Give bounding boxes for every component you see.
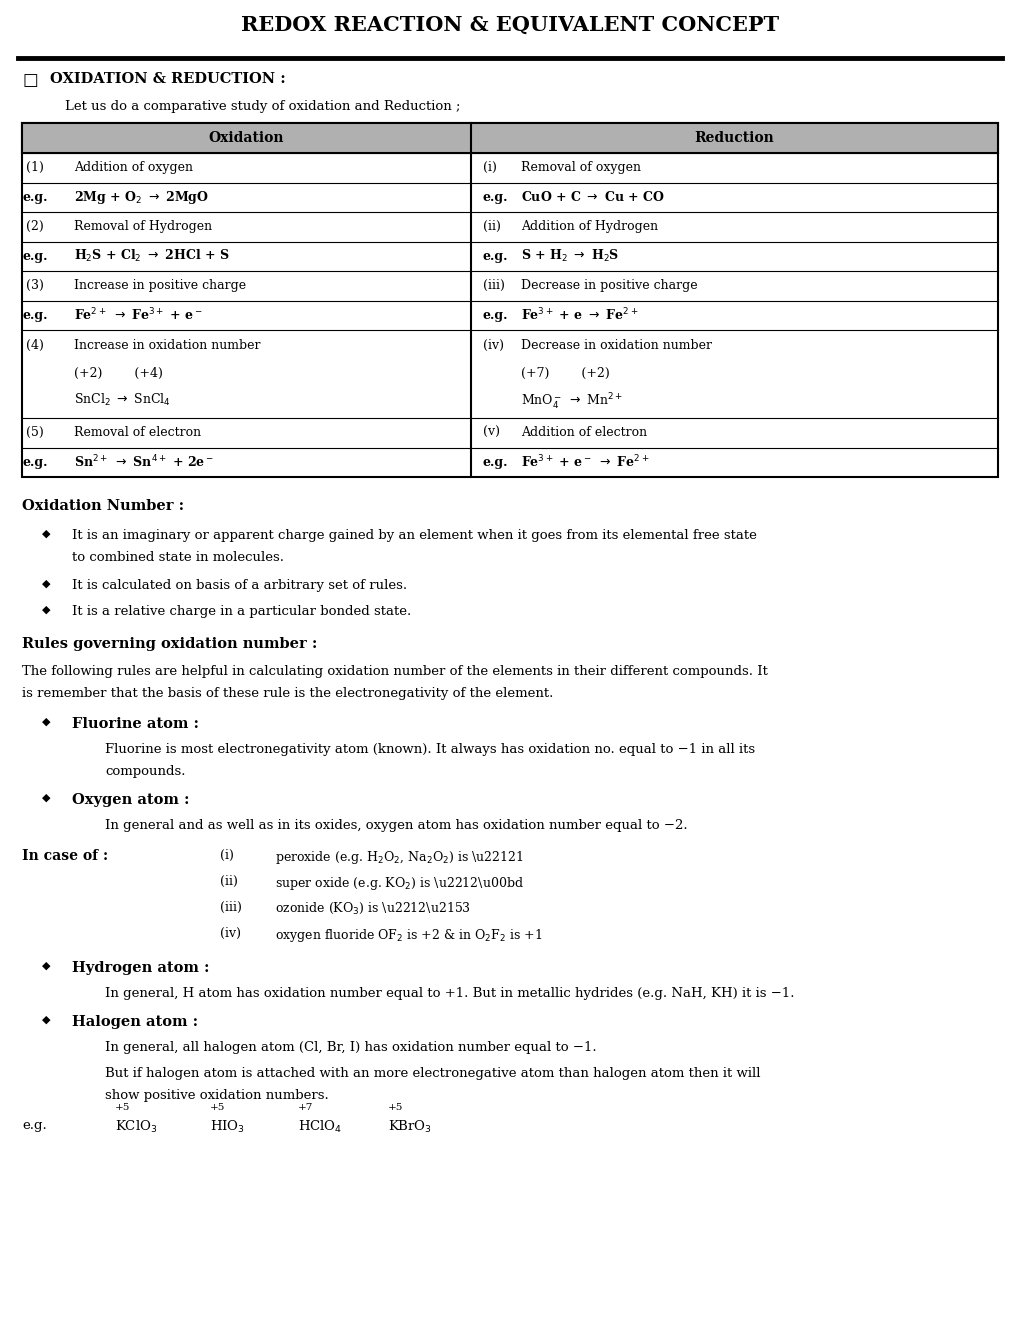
Text: Addition of oxygen: Addition of oxygen — [74, 161, 193, 174]
Text: Addition of Hydrogen: Addition of Hydrogen — [521, 220, 657, 234]
Text: Oxidation Number :: Oxidation Number : — [22, 499, 184, 513]
Text: super oxide (e.g. KO$_2$) is \u2212\u00bd: super oxide (e.g. KO$_2$) is \u2212\u00b… — [275, 875, 523, 892]
Text: In general, all halogen atom (Cl, Br, I) has oxidation number equal to −1.: In general, all halogen atom (Cl, Br, I)… — [105, 1041, 596, 1053]
Text: is remember that the basis of these rule is the electronegativity of the element: is remember that the basis of these rule… — [22, 686, 553, 700]
Text: (iv): (iv) — [482, 339, 503, 352]
Text: Fluorine is most electronegativity atom (known). It always has oxidation no. equ: Fluorine is most electronegativity atom … — [105, 743, 754, 756]
Text: e.g.: e.g. — [22, 1119, 47, 1133]
Text: Oxidation: Oxidation — [209, 131, 284, 145]
Text: Oxygen atom :: Oxygen atom : — [72, 793, 190, 807]
Text: e.g.: e.g. — [22, 249, 48, 263]
Text: (5): (5) — [26, 426, 44, 440]
Text: REDOX REACTION & EQUIVALENT CONCEPT: REDOX REACTION & EQUIVALENT CONCEPT — [240, 15, 779, 36]
Text: Fluorine atom :: Fluorine atom : — [72, 717, 199, 731]
Text: □: □ — [22, 73, 38, 88]
Text: e.g.: e.g. — [22, 309, 48, 322]
Text: (iii): (iii) — [482, 280, 504, 292]
Text: e.g.: e.g. — [482, 309, 507, 322]
Text: Increase in positive charge: Increase in positive charge — [74, 280, 246, 292]
Text: e.g.: e.g. — [482, 191, 507, 203]
Text: Reduction: Reduction — [694, 131, 773, 145]
Text: (ii): (ii) — [482, 220, 500, 234]
Text: The following rules are helpful in calculating oxidation number of the elements : The following rules are helpful in calcu… — [22, 665, 767, 678]
Text: ◆: ◆ — [42, 1015, 51, 1026]
Text: ozonide (KO$_3$) is \u2212\u2153: ozonide (KO$_3$) is \u2212\u2153 — [275, 902, 471, 916]
Text: Removal of Hydrogen: Removal of Hydrogen — [74, 220, 212, 234]
Text: e.g.: e.g. — [22, 455, 48, 469]
Text: (v): (v) — [482, 426, 499, 440]
Text: In general, H atom has oxidation number equal to +1. But in metallic hydrides (e: In general, H atom has oxidation number … — [105, 987, 794, 1001]
Text: +5: +5 — [115, 1104, 130, 1111]
Text: (iv): (iv) — [220, 927, 240, 940]
Text: Fe$^{3+}$ + e$^-$ $\rightarrow$ Fe$^{2+}$: Fe$^{3+}$ + e$^-$ $\rightarrow$ Fe$^{2+}… — [521, 454, 649, 470]
Text: show positive oxidation numbers.: show positive oxidation numbers. — [105, 1089, 328, 1102]
Text: Halogen atom :: Halogen atom : — [72, 1015, 198, 1030]
Text: to combined state in molecules.: to combined state in molecules. — [72, 550, 283, 564]
Text: e.g.: e.g. — [482, 249, 507, 263]
Text: Increase in oxidation number: Increase in oxidation number — [74, 339, 260, 352]
Text: Fe$^{3+}$ + e $\rightarrow$ Fe$^{2+}$: Fe$^{3+}$ + e $\rightarrow$ Fe$^{2+}$ — [521, 308, 638, 323]
Text: ◆: ◆ — [42, 605, 51, 615]
Text: +5: +5 — [210, 1104, 225, 1111]
Text: KClO$_3$: KClO$_3$ — [115, 1119, 157, 1135]
Text: (2): (2) — [26, 220, 44, 234]
Text: 2Mg + O$_2$ $\rightarrow$ 2MgO: 2Mg + O$_2$ $\rightarrow$ 2MgO — [74, 189, 209, 206]
Text: (iii): (iii) — [220, 902, 242, 913]
Text: It is an imaginary or apparent charge gained by an element when it goes from its: It is an imaginary or apparent charge ga… — [72, 529, 756, 543]
Text: Rules governing oxidation number :: Rules governing oxidation number : — [22, 638, 317, 651]
Text: Removal of electron: Removal of electron — [74, 426, 201, 440]
Text: (+2)        (+4): (+2) (+4) — [74, 367, 163, 380]
Text: peroxide (e.g. H$_2$O$_2$, Na$_2$O$_2$) is \u22121: peroxide (e.g. H$_2$O$_2$, Na$_2$O$_2$) … — [275, 849, 524, 866]
Text: Let us do a comparative study of oxidation and Reduction ;: Let us do a comparative study of oxidati… — [65, 100, 460, 114]
Text: KBrO$_3$: KBrO$_3$ — [387, 1119, 432, 1135]
Text: H$_2$S + Cl$_2$ $\rightarrow$ 2HCl + S: H$_2$S + Cl$_2$ $\rightarrow$ 2HCl + S — [74, 248, 229, 264]
Text: Sn$^{2+}$ $\rightarrow$ Sn$^{4+}$ + 2e$^-$: Sn$^{2+}$ $\rightarrow$ Sn$^{4+}$ + 2e$^… — [74, 454, 214, 470]
Text: +5: +5 — [387, 1104, 403, 1111]
Text: HClO$_4$: HClO$_4$ — [298, 1119, 342, 1135]
Text: Hydrogen atom :: Hydrogen atom : — [72, 961, 209, 975]
Text: (i): (i) — [482, 161, 496, 174]
Text: ◆: ◆ — [42, 529, 51, 539]
Text: ◆: ◆ — [42, 579, 51, 589]
Text: e.g.: e.g. — [22, 191, 48, 203]
Text: It is calculated on basis of a arbitrary set of rules.: It is calculated on basis of a arbitrary… — [72, 579, 407, 591]
Text: Fe$^{2+}$ $\rightarrow$ Fe$^{3+}$ + e$^-$: Fe$^{2+}$ $\rightarrow$ Fe$^{3+}$ + e$^-… — [74, 308, 203, 323]
Text: (4): (4) — [26, 339, 44, 352]
Text: (i): (i) — [220, 849, 233, 862]
Text: MnO$_4^-$ $\rightarrow$ Mn$^{2+}$: MnO$_4^-$ $\rightarrow$ Mn$^{2+}$ — [521, 392, 623, 412]
Text: SnCl$_2$ $\rightarrow$ SnCl$_4$: SnCl$_2$ $\rightarrow$ SnCl$_4$ — [74, 392, 170, 408]
Text: +7: +7 — [298, 1104, 313, 1111]
Text: ◆: ◆ — [42, 961, 51, 972]
Text: Decrease in positive charge: Decrease in positive charge — [521, 280, 697, 292]
Bar — [22, 123, 997, 477]
Text: (3): (3) — [26, 280, 44, 292]
Text: HIO$_3$: HIO$_3$ — [210, 1119, 245, 1135]
Text: Decrease in oxidation number: Decrease in oxidation number — [521, 339, 711, 352]
Text: e.g.: e.g. — [482, 455, 507, 469]
Text: (1): (1) — [26, 161, 44, 174]
Text: Addition of electron: Addition of electron — [521, 426, 646, 440]
Text: ◆: ◆ — [42, 793, 51, 803]
Text: ◆: ◆ — [42, 717, 51, 727]
Text: It is a relative charge in a particular bonded state.: It is a relative charge in a particular … — [72, 605, 411, 618]
Text: In general and as well as in its oxides, oxygen atom has oxidation number equal : In general and as well as in its oxides,… — [105, 818, 687, 832]
Text: CuO + C $\rightarrow$ Cu + CO: CuO + C $\rightarrow$ Cu + CO — [521, 190, 664, 205]
Text: S + H$_2$ $\rightarrow$ H$_2$S: S + H$_2$ $\rightarrow$ H$_2$S — [521, 248, 619, 264]
Text: (ii): (ii) — [220, 875, 237, 888]
Text: oxygen fluoride OF$_2$ is +2 & in O$_2$F$_2$ is +1: oxygen fluoride OF$_2$ is +2 & in O$_2$F… — [275, 927, 542, 944]
Bar — [22, 123, 997, 153]
Text: (+7)        (+2): (+7) (+2) — [521, 367, 609, 380]
Text: compounds.: compounds. — [105, 766, 185, 777]
Text: In case of :: In case of : — [22, 849, 108, 863]
Text: OXIDATION & REDUCTION :: OXIDATION & REDUCTION : — [50, 73, 285, 86]
Text: But if halogen atom is attached with an more electronegative atom than halogen a: But if halogen atom is attached with an … — [105, 1067, 760, 1080]
Text: Removal of oxygen: Removal of oxygen — [521, 161, 640, 174]
